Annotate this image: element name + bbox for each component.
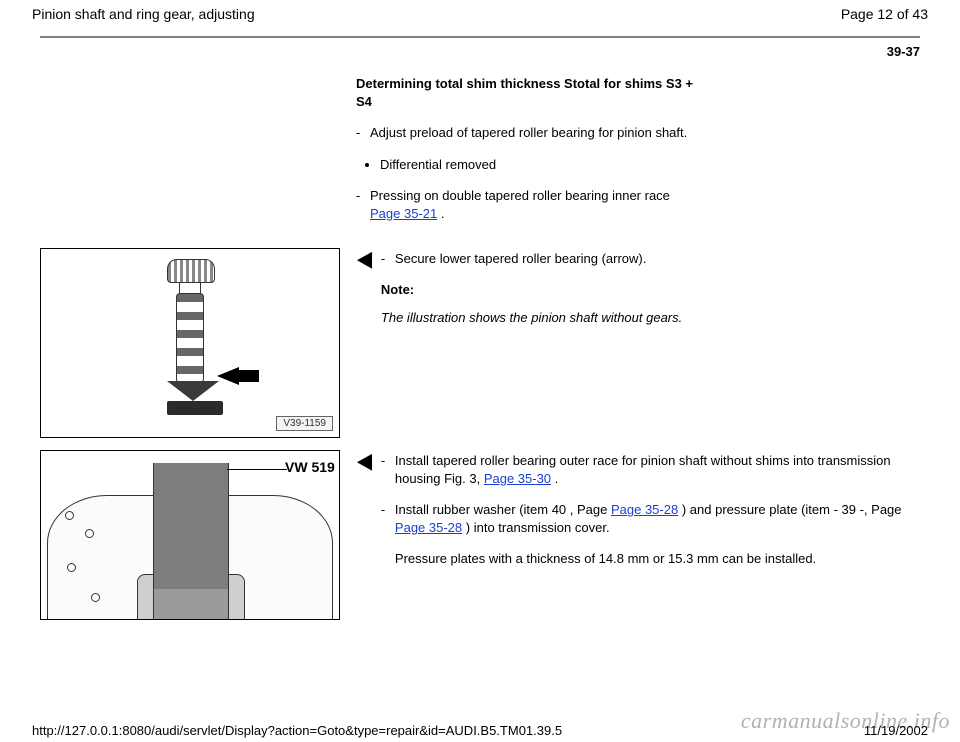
link-page-35-28-a[interactable]: Page 35-28 [611,502,678,517]
link-page-35-30[interactable]: Page 35-30 [484,471,551,486]
link-page-35-21[interactable]: Page 35-21 [370,206,437,221]
footer-date: 11/19/2002 [864,723,928,738]
heading-stotal: Determining total shim thickness Stotal … [356,75,696,110]
step-adjust-preload: Adjust preload of tapered roller bearing… [370,124,696,142]
arrow-icon [217,367,239,385]
step-secure-bearing: Secure lower tapered roller bearing (arr… [395,250,920,268]
step-install-washer: Install rubber washer (item 40 , Page Pa… [395,501,920,536]
note-label: Note: [381,282,920,297]
triangle-marker-icon: ◀ [357,248,372,270]
header-title: Pinion shaft and ring gear, adjusting [32,6,255,22]
section-number: 39-37 [40,44,920,59]
header-rule [40,36,920,38]
figure-transmission-housing: VW 519 [40,450,340,620]
figure-id-label: V39-1159 [276,416,333,431]
step-differential-removed: Differential removed [380,156,696,174]
step-pressing-race: Pressing on double tapered roller bearin… [370,187,696,222]
step-install-outer-race: Install tapered roller bearing outer rac… [395,452,920,487]
footer-url: http://127.0.0.1:8080/audi/servlet/Displ… [32,723,562,738]
note-body: The illustration shows the pinion shaft … [381,310,920,325]
triangle-marker-icon: ◀ [357,450,372,472]
pressure-plate-note: Pressure plates with a thickness of 14.8… [395,550,920,568]
page-indicator: Page 12 of 43 [841,6,928,22]
link-page-35-28-b[interactable]: Page 35-28 [395,520,462,535]
tool-label: VW 519 [285,459,335,475]
figure-pinion-shaft: V39-1159 [40,248,340,438]
